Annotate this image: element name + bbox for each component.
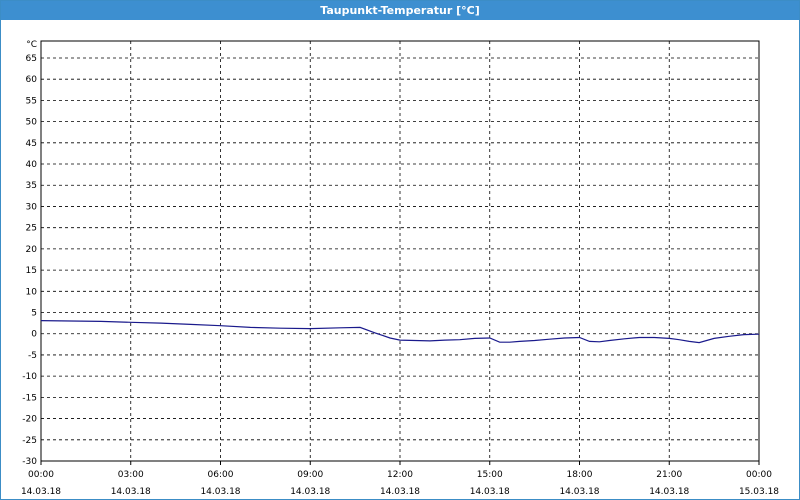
y-tick-label: 10 [26,287,38,297]
x-tick-label-time: 03:00 [118,470,144,480]
x-tick-label-date: 14.03.18 [21,487,61,497]
x-tick-label-time: 12:00 [387,470,413,480]
y-tick-label: 45 [26,139,37,149]
y-tick-label: 5 [31,309,37,319]
y-tick-label: -20 [22,415,37,425]
y-tick-label: -5 [28,351,37,361]
x-tick-label-time: 21:00 [656,470,682,480]
y-tick-label: 40 [26,160,38,170]
x-tick-label-time: 00:00 [746,470,772,480]
x-tick-label-date: 14.03.18 [559,487,599,497]
y-tick-label: 35 [26,181,37,191]
y-tick-label: -25 [22,436,37,446]
x-tick-label-time: 00:00 [28,470,54,480]
y-tick-label: 60 [26,75,38,85]
y-tick-label: 55 [26,96,37,106]
series-line [40,320,760,344]
x-tick-label-time: 06:00 [208,470,234,480]
window-title: Taupunkt-Temperatur [°C] [1,1,799,20]
chart-svg: 65605550454035302520151050-5-10-15-20-25… [21,40,779,497]
y-unit-label: °C [26,40,37,50]
x-tick-label-date: 14.03.18 [290,487,330,497]
x-tick-label-time: 18:00 [567,470,593,480]
x-tick-label-date: 15.03.18 [739,487,779,497]
x-tick-label-date: 14.03.18 [649,487,689,497]
y-tick-label: 65 [26,54,37,64]
y-tick-label: 15 [26,266,37,276]
y-tick-label: 50 [26,118,38,128]
x-tick-label-date: 14.03.18 [380,487,420,497]
y-tick-label: 0 [31,330,37,340]
x-tick-label-date: 14.03.18 [111,487,151,497]
y-tick-label: 20 [26,245,38,255]
y-tick-label: 25 [26,224,37,234]
x-tick-label-time: 09:00 [297,470,323,480]
y-tick-label: 30 [26,202,38,212]
y-tick-label: -15 [22,393,37,403]
x-tick-label-time: 15:00 [477,470,503,480]
x-tick-label-date: 14.03.18 [200,487,240,497]
y-tick-label: -30 [22,457,37,467]
y-tick-label: -10 [22,372,37,382]
x-tick-label-date: 14.03.18 [470,487,510,497]
